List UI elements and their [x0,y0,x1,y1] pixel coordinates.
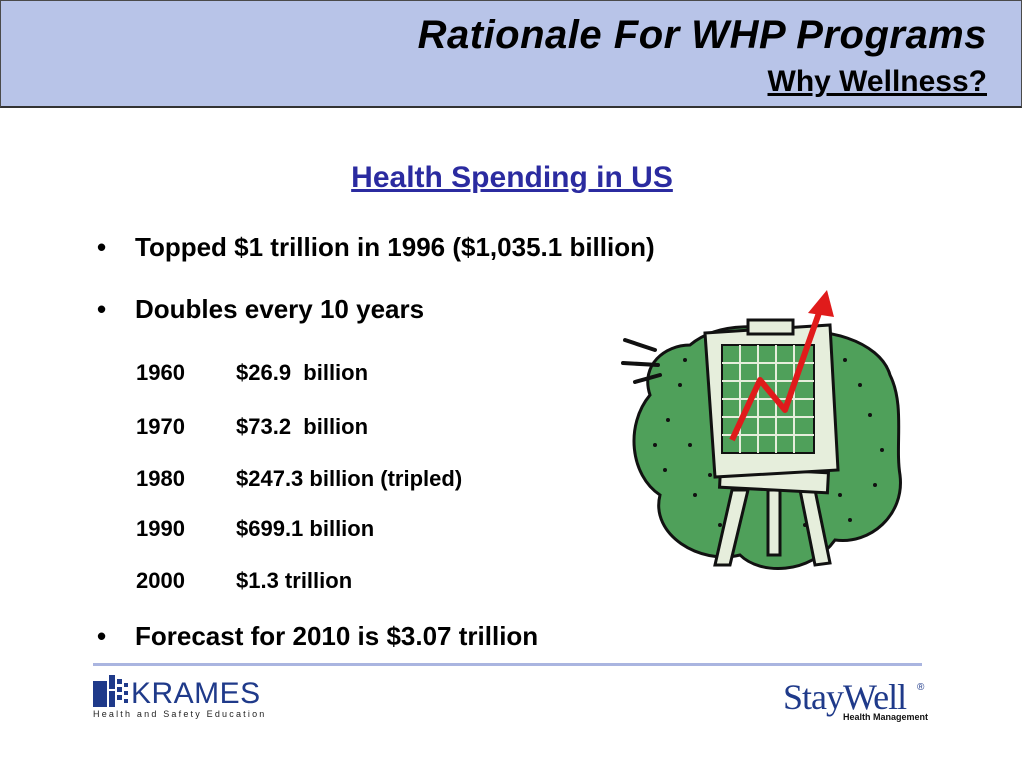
spending-year: 1980 [136,466,185,491]
bullet-marker: • [97,232,107,262]
staywell-tagline: Health Management [843,712,929,722]
staywell-logo: StayWell ® Health Management [783,676,933,724]
spending-amount: $247.3 billion (tripled) [236,466,463,491]
spending-amount: $1.3 trillion [236,568,353,593]
spending-year: 1990 [136,516,185,541]
spending-row: 2000 $1.3 trillion [136,568,352,594]
rising-chart-easel-icon [621,290,902,570]
krames-logo-icon [93,675,128,707]
spending-year: 1970 [136,414,185,439]
spending-row: 1990 $699.1 billion [136,516,374,542]
spending-row: 1960 $26.9 billion [136,360,368,386]
bullet-item-2: • Doubles every 10 years [97,294,424,325]
header-banner: Rationale For WHP Programs Why Wellness? [0,0,1022,108]
bullet-text: Topped $1 trillion in 1996 ($1,035.1 bil… [135,232,655,262]
krames-wordmark: KRAMES [131,677,261,710]
bullet-item-3: • Forecast for 2010 is $3.07 trillion [97,621,538,652]
krames-tagline: Health and Safety Education [93,709,267,719]
spending-row: 1970 $73.2 billion [136,414,368,440]
bullet-marker: • [97,621,107,651]
bullet-text: Forecast for 2010 is $3.07 trillion [135,621,539,651]
staywell-registered-mark: ® [917,682,925,693]
spending-row: 1980 $247.3 billion (tripled) [136,466,462,492]
footer-divider [93,663,922,666]
spending-amount: $26.9 billion [236,360,369,385]
bullet-text: Doubles every 10 years [135,294,425,324]
slide-subtitle: Why Wellness? [767,65,988,98]
bullet-marker: • [97,294,107,324]
krames-logo: KRAMES Health and Safety Education [93,675,283,720]
slide-title: Rationale For WHP Programs [417,13,987,57]
spending-amount: $699.1 billion [236,516,375,541]
spending-year: 2000 [136,568,185,593]
spending-amount: $73.2 billion [236,414,369,439]
staywell-wordmark: StayWell [783,677,907,717]
spending-year: 1960 [136,360,185,385]
bullet-item-1: • Topped $1 trillion in 1996 ($1,035.1 bi… [97,232,655,263]
section-title: Health Spending in US [351,161,673,194]
